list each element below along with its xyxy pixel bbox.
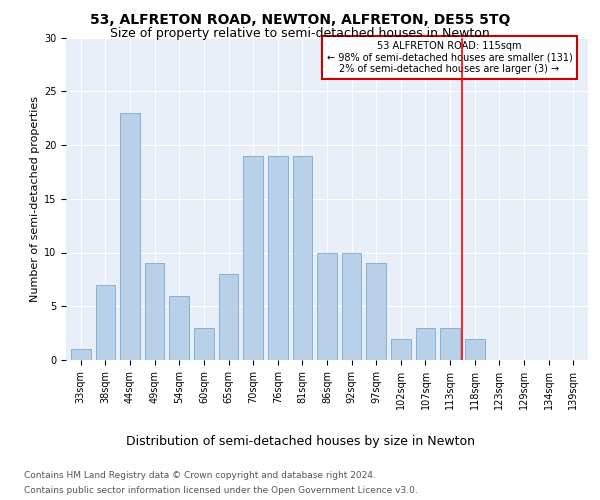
Bar — [465, 338, 485, 360]
Bar — [367, 263, 386, 360]
Bar — [440, 328, 460, 360]
Bar — [243, 156, 263, 360]
Bar — [293, 156, 312, 360]
Bar — [71, 349, 91, 360]
Text: Contains HM Land Registry data © Crown copyright and database right 2024.: Contains HM Land Registry data © Crown c… — [24, 471, 376, 480]
Bar — [218, 274, 238, 360]
Text: Distribution of semi-detached houses by size in Newton: Distribution of semi-detached houses by … — [125, 435, 475, 448]
Bar — [194, 328, 214, 360]
Bar — [120, 113, 140, 360]
Bar — [416, 328, 436, 360]
Text: Contains public sector information licensed under the Open Government Licence v3: Contains public sector information licen… — [24, 486, 418, 495]
Bar — [169, 296, 189, 360]
Text: 53 ALFRETON ROAD: 115sqm
← 98% of semi-detached houses are smaller (131)
2% of s: 53 ALFRETON ROAD: 115sqm ← 98% of semi-d… — [326, 40, 572, 74]
Bar — [95, 285, 115, 360]
Bar — [317, 252, 337, 360]
Text: Size of property relative to semi-detached houses in Newton: Size of property relative to semi-detach… — [110, 28, 490, 40]
Bar — [342, 252, 361, 360]
Bar — [391, 338, 411, 360]
Text: 53, ALFRETON ROAD, NEWTON, ALFRETON, DE55 5TQ: 53, ALFRETON ROAD, NEWTON, ALFRETON, DE5… — [90, 12, 510, 26]
Bar — [268, 156, 287, 360]
Bar — [145, 263, 164, 360]
Y-axis label: Number of semi-detached properties: Number of semi-detached properties — [29, 96, 40, 302]
